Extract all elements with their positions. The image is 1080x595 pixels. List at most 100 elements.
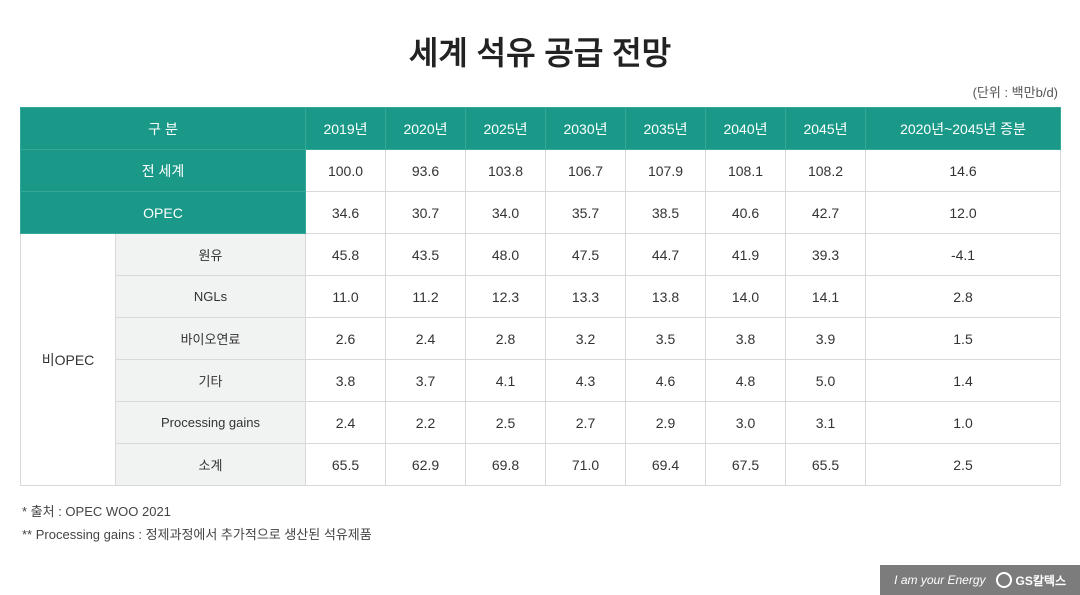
footnote-pg: ** Processing gains : 정제과정에서 추가적으로 생산된 석… [22,523,1058,546]
col-increment: 2020년~2045년 증분 [866,108,1061,150]
cell: 4.3 [546,360,626,402]
cell: 42.7 [786,192,866,234]
cell: 34.6 [306,192,386,234]
cell: 4.8 [706,360,786,402]
brand-logo: GS칼텍스 [996,572,1066,589]
col-year: 2035년 [626,108,706,150]
cell: 39.3 [786,234,866,276]
row-label-world: 전 세계 [21,150,306,192]
cell: 3.0 [706,402,786,444]
cell: 44.7 [626,234,706,276]
page-title: 세계 석유 공급 전망 [0,0,1080,82]
cell: 67.5 [706,444,786,486]
footnote-source: * 출처 : OPEC WOO 2021 [22,500,1058,523]
cell: 93.6 [386,150,466,192]
footer-brand: I am your Energy GS칼텍스 [880,565,1080,595]
cell: 69.4 [626,444,706,486]
supply-table-container: 구 분 2019년 2020년 2025년 2030년 2035년 2040년 … [0,107,1080,486]
row-label-bio: 바이오연료 [116,318,306,360]
unit-label: (단위 : 백만b/d) [0,82,1080,107]
table-row: 소계 65.5 62.9 69.8 71.0 69.4 67.5 65.5 2.… [21,444,1061,486]
cell: 34.0 [466,192,546,234]
brand-slogan: I am your Energy [894,573,985,587]
cell: 3.5 [626,318,706,360]
row-label-subtotal: 소계 [116,444,306,486]
cell: 14.0 [706,276,786,318]
cell: 30.7 [386,192,466,234]
row-label-other: 기타 [116,360,306,402]
cell-inc: 14.6 [866,150,1061,192]
cell-inc: 1.5 [866,318,1061,360]
cell: 2.5 [466,402,546,444]
supply-table: 구 분 2019년 2020년 2025년 2030년 2035년 2040년 … [20,107,1061,486]
table-row: 바이오연료 2.6 2.4 2.8 3.2 3.5 3.8 3.9 1.5 [21,318,1061,360]
cell: 107.9 [626,150,706,192]
cell: 2.7 [546,402,626,444]
col-year: 2025년 [466,108,546,150]
cell: 2.8 [466,318,546,360]
cell-inc: -4.1 [866,234,1061,276]
cell: 43.5 [386,234,466,276]
cell-inc: 1.0 [866,402,1061,444]
footnotes: * 출처 : OPEC WOO 2021 ** Processing gains… [0,486,1080,547]
cell: 108.2 [786,150,866,192]
row-label-pg: Processing gains [116,402,306,444]
cell: 65.5 [306,444,386,486]
table-row: NGLs 11.0 11.2 12.3 13.3 13.8 14.0 14.1 … [21,276,1061,318]
row-label-opec: OPEC [21,192,306,234]
col-year: 2030년 [546,108,626,150]
cell: 2.2 [386,402,466,444]
table-row: 기타 3.8 3.7 4.1 4.3 4.6 4.8 5.0 1.4 [21,360,1061,402]
row-label-crude: 원유 [116,234,306,276]
table-row: 전 세계 100.0 93.6 103.8 106.7 107.9 108.1 … [21,150,1061,192]
table-row: 비OPEC 원유 45.8 43.5 48.0 47.5 44.7 41.9 3… [21,234,1061,276]
cell: 11.0 [306,276,386,318]
brand-company: GS칼텍스 [1016,572,1066,589]
table-header-row: 구 분 2019년 2020년 2025년 2030년 2035년 2040년 … [21,108,1061,150]
cell: 3.8 [706,318,786,360]
cell: 14.1 [786,276,866,318]
col-year: 2019년 [306,108,386,150]
cell: 2.4 [306,402,386,444]
cell: 38.5 [626,192,706,234]
cell: 65.5 [786,444,866,486]
table-row: Processing gains 2.4 2.2 2.5 2.7 2.9 3.0… [21,402,1061,444]
cell: 12.3 [466,276,546,318]
cell: 41.9 [706,234,786,276]
gs-logo-icon [996,572,1012,588]
cell-inc: 1.4 [866,360,1061,402]
cell: 13.3 [546,276,626,318]
cell: 35.7 [546,192,626,234]
cell: 45.8 [306,234,386,276]
cell: 69.8 [466,444,546,486]
cell: 2.4 [386,318,466,360]
cell: 108.1 [706,150,786,192]
cell: 3.1 [786,402,866,444]
cell: 11.2 [386,276,466,318]
col-year: 2045년 [786,108,866,150]
cell-inc: 2.8 [866,276,1061,318]
col-year: 2020년 [386,108,466,150]
cell-inc: 2.5 [866,444,1061,486]
cell: 47.5 [546,234,626,276]
cell: 48.0 [466,234,546,276]
cell: 2.6 [306,318,386,360]
cell: 3.8 [306,360,386,402]
cell: 3.2 [546,318,626,360]
col-year: 2040년 [706,108,786,150]
cell: 4.1 [466,360,546,402]
cell: 106.7 [546,150,626,192]
cell: 13.8 [626,276,706,318]
row-label-nonopec: 비OPEC [21,234,116,486]
cell: 5.0 [786,360,866,402]
cell: 40.6 [706,192,786,234]
cell: 3.9 [786,318,866,360]
cell: 3.7 [386,360,466,402]
cell: 4.6 [626,360,706,402]
table-row: OPEC 34.6 30.7 34.0 35.7 38.5 40.6 42.7 … [21,192,1061,234]
col-category: 구 분 [21,108,306,150]
cell-inc: 12.0 [866,192,1061,234]
cell: 2.9 [626,402,706,444]
row-label-ngls: NGLs [116,276,306,318]
cell: 103.8 [466,150,546,192]
